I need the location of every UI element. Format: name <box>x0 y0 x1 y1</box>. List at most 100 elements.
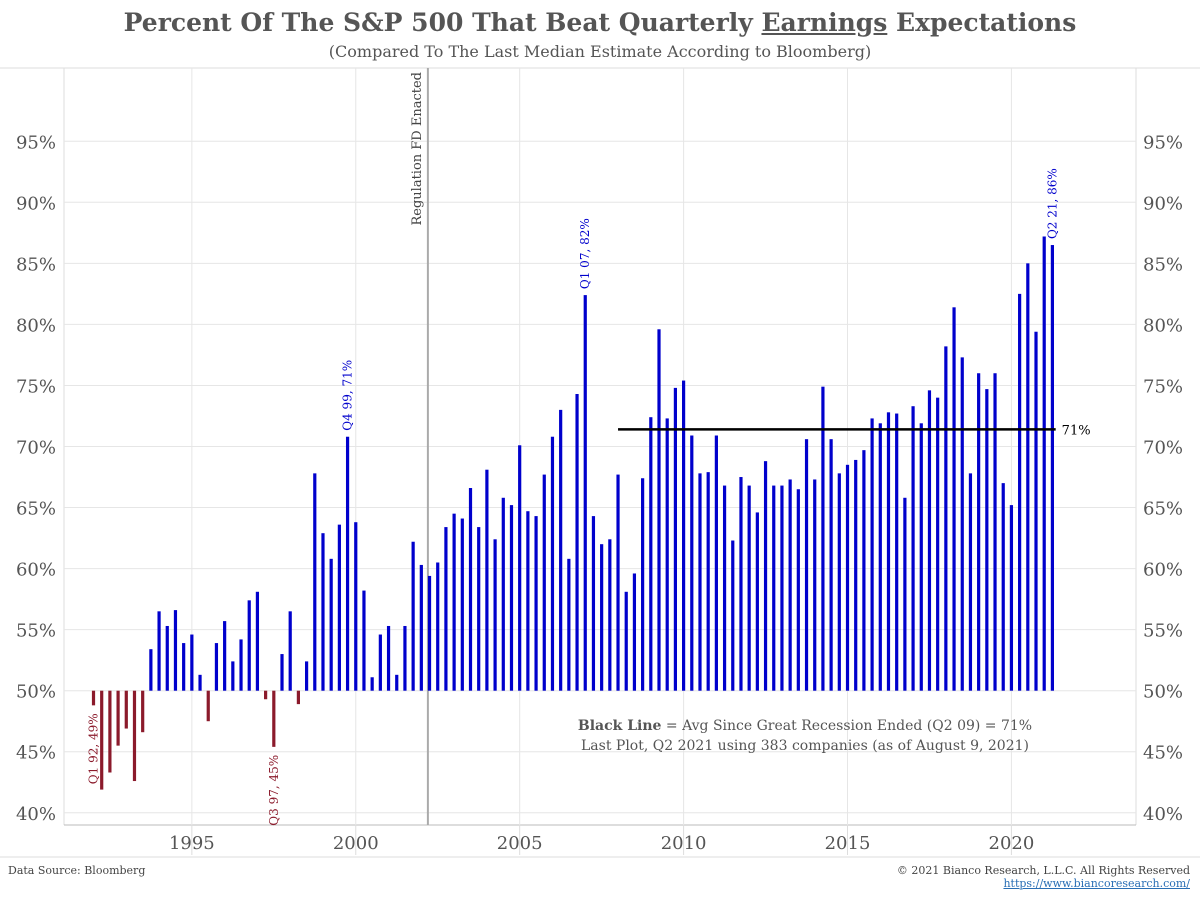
bar-above-50 <box>665 418 669 691</box>
x-tick-label: 2005 <box>497 833 543 854</box>
chart-title-part: Percent Of The S&P 500 That Beat Quarter… <box>123 8 762 37</box>
bar-above-50 <box>895 413 899 691</box>
bar-above-50 <box>550 436 555 691</box>
bar-above-50 <box>886 412 891 691</box>
y-tick-label-right: 50% <box>1143 682 1183 703</box>
bar-above-50 <box>788 479 792 691</box>
bar-above-50 <box>354 522 358 691</box>
chart-title-part: Expectations <box>887 8 1077 37</box>
bar-below-50 <box>91 690 96 706</box>
bar-above-50 <box>534 516 538 691</box>
bar-below-50 <box>296 690 300 705</box>
bar-below-50 <box>108 690 112 773</box>
bar-above-50 <box>845 464 850 691</box>
bar-above-50 <box>673 387 678 691</box>
y-tick-label-left: 55% <box>16 621 56 642</box>
bar-above-50 <box>657 329 661 691</box>
bar-above-50 <box>1026 263 1030 691</box>
bar-annotation: Q1 92, 49% <box>87 713 101 784</box>
y-tick-label-left: 50% <box>16 682 56 703</box>
y-tick-label-right: 55% <box>1143 621 1183 642</box>
y-tick-label-right: 60% <box>1143 560 1183 581</box>
bar-annotation: Q2 21, 86% <box>1045 168 1059 239</box>
bar-above-50 <box>411 541 415 691</box>
bar-above-50 <box>927 390 932 691</box>
bar-above-50 <box>1034 331 1038 691</box>
bar-above-50 <box>813 479 817 691</box>
bar-above-50 <box>1001 483 1005 691</box>
bar-above-50 <box>731 540 735 691</box>
bar-above-50 <box>706 472 710 691</box>
x-tick-label: 2015 <box>825 833 871 854</box>
bar-above-50 <box>452 513 456 691</box>
y-tick-label-left: 85% <box>16 254 56 275</box>
bar-above-50 <box>739 477 743 691</box>
bar-above-50 <box>616 474 620 691</box>
bar-above-50 <box>165 625 169 691</box>
bar-above-50 <box>419 564 423 691</box>
bar-above-50 <box>681 380 686 691</box>
bar-above-50 <box>337 524 341 691</box>
bar-below-50 <box>124 690 128 729</box>
bar-above-50 <box>280 654 284 691</box>
bar-above-50 <box>362 590 366 691</box>
bar-above-50 <box>173 610 178 691</box>
bar-above-50 <box>403 625 407 691</box>
bar-above-50 <box>370 677 374 691</box>
bar-above-50 <box>477 527 481 691</box>
bar-above-50 <box>591 516 596 691</box>
bar-above-50 <box>313 473 317 691</box>
bar-above-50 <box>763 461 768 691</box>
bar-above-50 <box>190 634 194 691</box>
chart-note: Black Line = Avg Since Great Recession E… <box>530 716 1080 756</box>
bar-above-50 <box>854 459 858 691</box>
bar-above-50 <box>247 600 251 691</box>
bar-above-50 <box>985 389 989 691</box>
copyright: © 2021 Bianco Research, L.L.C. All Right… <box>896 864 1190 877</box>
bar-above-50 <box>624 591 628 691</box>
y-tick-label-right: 70% <box>1143 438 1183 459</box>
y-tick-label-left: 65% <box>16 499 56 520</box>
x-tick-label: 2000 <box>333 833 379 854</box>
avg-line-label: 71% <box>1062 423 1091 438</box>
y-tick-label-left: 60% <box>16 560 56 581</box>
bar-above-50 <box>837 473 841 691</box>
bar-below-50 <box>100 690 104 790</box>
bar-above-50 <box>936 397 940 691</box>
bar-above-50 <box>804 439 809 691</box>
bar-above-50 <box>559 409 563 691</box>
y-tick-label-left: 75% <box>16 376 56 397</box>
y-tick-label-left: 40% <box>16 804 56 825</box>
bar-below-50 <box>141 690 145 733</box>
bar-above-50 <box>796 489 800 691</box>
bar-above-50 <box>501 497 505 691</box>
bar-above-50 <box>288 611 292 691</box>
bar-above-50 <box>526 511 530 691</box>
bar-above-50 <box>1050 245 1055 691</box>
y-tick-label-right: 95% <box>1143 132 1183 153</box>
y-tick-label-left: 80% <box>16 315 56 336</box>
bar-above-50 <box>255 591 260 691</box>
bar-above-50 <box>968 473 973 691</box>
bar-above-50 <box>182 643 186 691</box>
bar-above-50 <box>1018 293 1022 691</box>
website-link[interactable]: https://www.biancoresearch.com/ <box>1003 877 1190 890</box>
bar-above-50 <box>345 436 350 691</box>
bar-above-50 <box>468 488 473 691</box>
bar-below-50 <box>264 690 268 700</box>
bar-above-50 <box>993 373 997 691</box>
y-tick-label-left: 95% <box>16 132 56 153</box>
bar-above-50 <box>690 435 694 691</box>
bar-above-50 <box>321 533 325 691</box>
bar-above-50 <box>829 439 833 691</box>
bar-above-50 <box>649 417 653 691</box>
regulation-fd-label: Regulation FD Enacted <box>410 72 425 226</box>
bar-above-50 <box>157 611 161 691</box>
bar-above-50 <box>493 539 497 691</box>
note-line-1: Black Line = Avg Since Great Recession E… <box>530 716 1080 736</box>
x-tick-label: 1995 <box>169 833 215 854</box>
y-tick-label-right: 75% <box>1143 376 1183 397</box>
bar-above-50 <box>378 634 382 691</box>
bar-above-50 <box>870 418 874 691</box>
bar-above-50 <box>518 445 522 691</box>
